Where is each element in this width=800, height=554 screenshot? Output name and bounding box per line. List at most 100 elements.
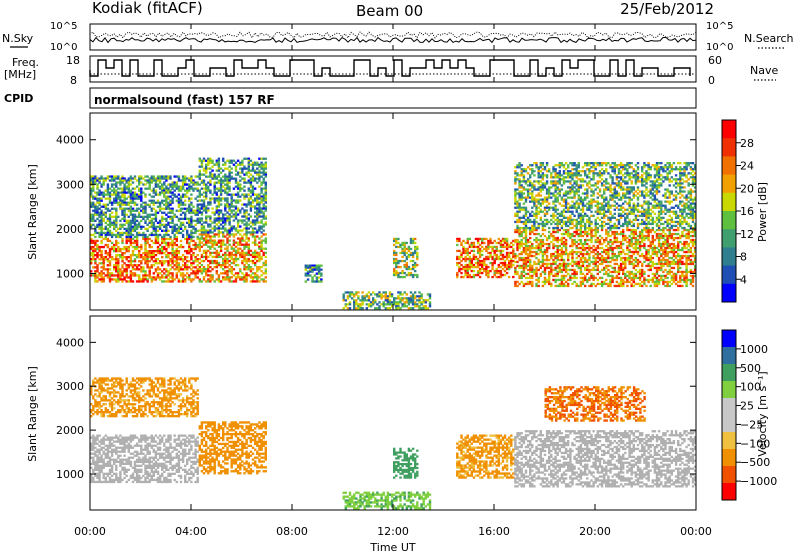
scatter-cell (567, 256, 570, 260)
scatter-cell (224, 266, 227, 269)
scatter-cell (254, 171, 257, 174)
scatter-cell (228, 259, 231, 263)
scatter-cell (169, 243, 172, 247)
scatter-cell (135, 195, 139, 198)
scatter-cell (90, 241, 93, 245)
scatter-cell (611, 280, 614, 284)
scatter-cell (258, 268, 261, 271)
scatter-cell (90, 258, 93, 261)
scatter-cell (630, 228, 633, 232)
scatter-cell (613, 258, 616, 262)
scatter-cell (140, 225, 143, 228)
scatter-cell (239, 233, 242, 236)
scatter-cell (108, 179, 112, 182)
scatter-cell (581, 246, 585, 250)
scatter-cell (150, 181, 153, 184)
scatter-cell (211, 255, 214, 259)
scatter-cell (679, 236, 682, 240)
scatter-cell (552, 242, 555, 246)
scatter-cell (169, 241, 172, 245)
scatter-cell (685, 260, 688, 264)
scatter-cell (512, 259, 515, 263)
scatter-cell (243, 213, 246, 216)
scatter-cell (102, 219, 105, 222)
scatter-cell (493, 251, 496, 255)
scatter-cell (468, 259, 471, 263)
scatter-cell (196, 254, 199, 257)
scatter-cell (514, 194, 517, 197)
scatter-cell (138, 278, 141, 281)
scatter-cell (256, 171, 259, 174)
scatter-cell (171, 276, 174, 279)
scatter-cell (353, 305, 356, 308)
scatter-cell (142, 270, 145, 273)
scatter-cell (666, 272, 669, 276)
scatter-cell (125, 231, 128, 235)
scatter-cell (165, 274, 168, 277)
scatter-cell (531, 228, 534, 232)
scatter-cell (458, 249, 461, 253)
scatter-cell (556, 266, 559, 270)
scatter-cell (188, 247, 191, 251)
scatter-cell (258, 169, 261, 172)
scatter-cell (219, 249, 223, 252)
scatter-cell (264, 185, 267, 188)
scatter-cell (641, 230, 644, 234)
scatter-cell (234, 278, 238, 281)
scatter-cell (125, 213, 128, 216)
scatter-cell (520, 256, 523, 260)
scatter-cell (653, 284, 657, 288)
scatter-cell (121, 189, 124, 192)
scatter-cell (560, 264, 564, 268)
scatter-cell (260, 165, 263, 168)
scatter-cell (205, 272, 208, 275)
scatter-cell (622, 242, 625, 246)
scatter-cell (685, 240, 688, 244)
scatter-cell (470, 249, 473, 253)
scatter-cell (679, 248, 682, 252)
scatter-cell (234, 199, 238, 202)
scatter-cell (200, 253, 204, 257)
scatter-cell (575, 230, 578, 234)
scatter-cell (219, 241, 223, 244)
scatter-cell (256, 163, 259, 166)
scatter-cell (165, 270, 168, 273)
scatter-cell (414, 297, 417, 300)
scatter-cell (177, 203, 181, 206)
scatter-cell (129, 254, 133, 257)
scatter-cell (403, 245, 406, 249)
scatter-cell (487, 275, 490, 279)
scatter-cell (535, 244, 538, 248)
scatter-cell (100, 227, 103, 230)
scatter-cell (260, 167, 263, 170)
scatter-cell (144, 247, 147, 251)
scatter-cell (140, 247, 143, 251)
scatter-cell (158, 185, 162, 188)
scatter-cell (167, 252, 170, 255)
scatter-cell (520, 242, 523, 246)
scatter-cell (487, 271, 490, 275)
scatter-cell (344, 305, 347, 308)
scatter-cell (154, 278, 158, 281)
scatter-cell (596, 230, 599, 234)
scatter-cell (209, 167, 212, 170)
scatter-cell (138, 256, 141, 259)
scatter-cell (146, 264, 149, 267)
scatter-cell (96, 243, 99, 247)
scatter-cell (158, 223, 162, 226)
scatter-cell (535, 256, 538, 260)
scatter-cell (213, 259, 216, 263)
scatter-cell (213, 211, 216, 214)
scatter-cell (104, 205, 107, 208)
scatter-cell (115, 262, 118, 265)
scatter-cell (691, 278, 695, 282)
scatter-cell (140, 280, 143, 283)
scatter-cell (526, 256, 530, 260)
scatter-cell (529, 230, 532, 234)
scatter-cell (510, 245, 513, 249)
scatter-cell (384, 295, 387, 298)
scatter-cell (100, 215, 103, 218)
scatter-cell (228, 187, 231, 190)
scatter-cell (169, 280, 172, 283)
scatter-cell (115, 264, 118, 267)
